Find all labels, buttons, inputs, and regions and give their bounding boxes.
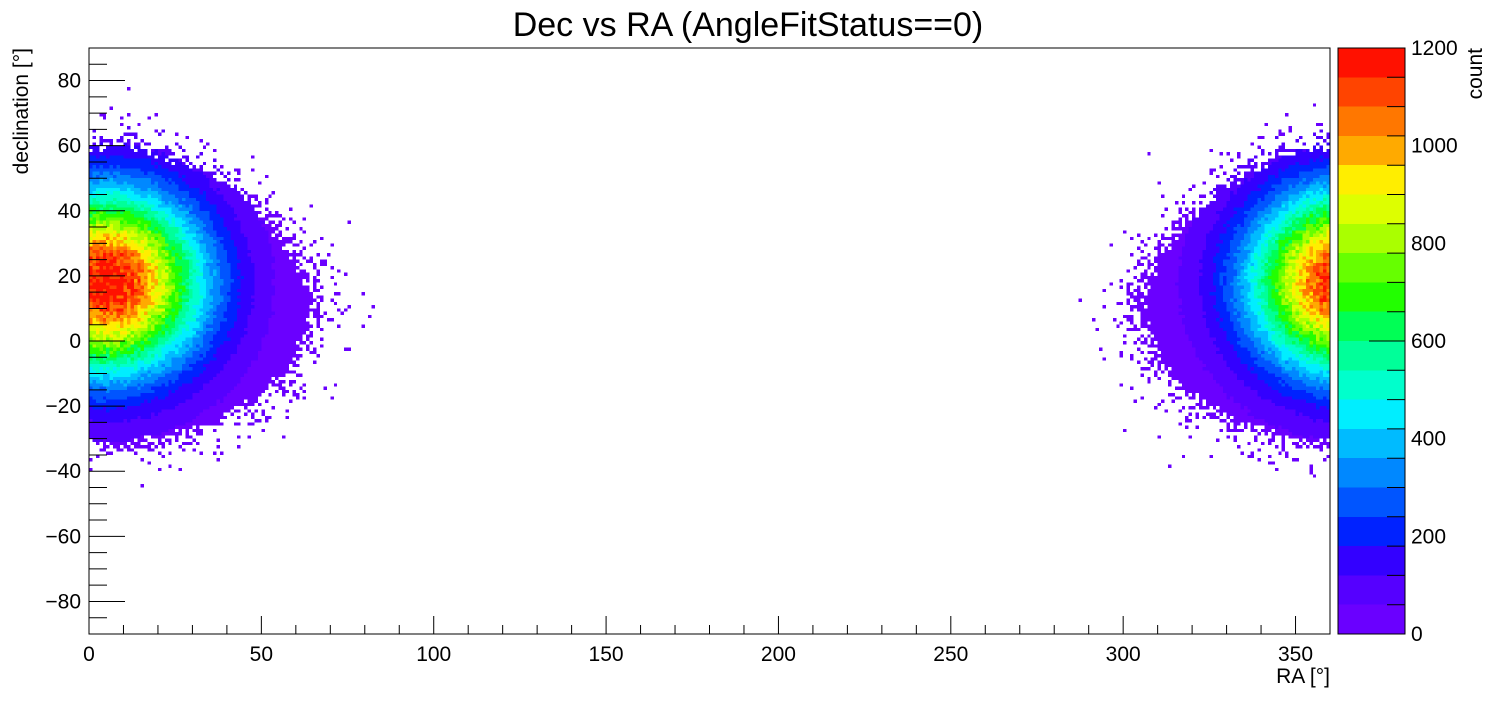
x-axis-ticks: 0 50 100 150 200 250 300 350 xyxy=(83,616,1331,666)
x-tick-label: 200 xyxy=(761,643,796,666)
y-tick-label: −20 xyxy=(45,395,81,418)
y-axis-ticks: −80 −60 −40 −20 0 20 40 60 80 xyxy=(45,47,125,635)
y-tick-label: −40 xyxy=(45,460,81,483)
y-tick-label: 80 xyxy=(58,70,81,93)
chart-title: Dec vs RA (AngleFitStatus==0) xyxy=(513,6,984,44)
z-tick-label: 1200 xyxy=(1411,37,1458,60)
x-axis-label: RA [°] xyxy=(1276,665,1330,688)
y-tick-label: 20 xyxy=(58,265,81,288)
x-tick-label: 350 xyxy=(1278,643,1313,666)
z-tick-label: 0 xyxy=(1411,623,1423,646)
y-tick-label: 60 xyxy=(58,135,81,158)
color-scale-label: count xyxy=(1464,48,1487,100)
x-tick-label: 100 xyxy=(416,643,451,666)
z-tick-label: 600 xyxy=(1411,330,1446,353)
z-tick-label: 200 xyxy=(1411,525,1446,548)
x-tick-label: 150 xyxy=(589,643,624,666)
y-tick-label: −60 xyxy=(45,525,81,548)
color-scale-ticks: 0 200 400 600 800 1000 1200 xyxy=(1369,37,1458,646)
heatmap-plot-area xyxy=(89,48,1330,634)
z-tick-label: 800 xyxy=(1411,232,1446,255)
x-tick-label: 300 xyxy=(1106,643,1141,666)
x-tick-label: 50 xyxy=(250,643,273,666)
z-tick-label: 400 xyxy=(1411,428,1446,451)
y-axis-label: declination [°] xyxy=(10,48,33,174)
x-tick-label: 250 xyxy=(933,643,968,666)
y-tick-label: −80 xyxy=(45,590,81,613)
x-tick-label: 0 xyxy=(83,643,95,666)
z-tick-label: 1000 xyxy=(1411,135,1458,158)
plot-frame xyxy=(88,47,1331,635)
y-tick-label: 40 xyxy=(58,200,81,223)
y-tick-label: 0 xyxy=(69,330,81,353)
